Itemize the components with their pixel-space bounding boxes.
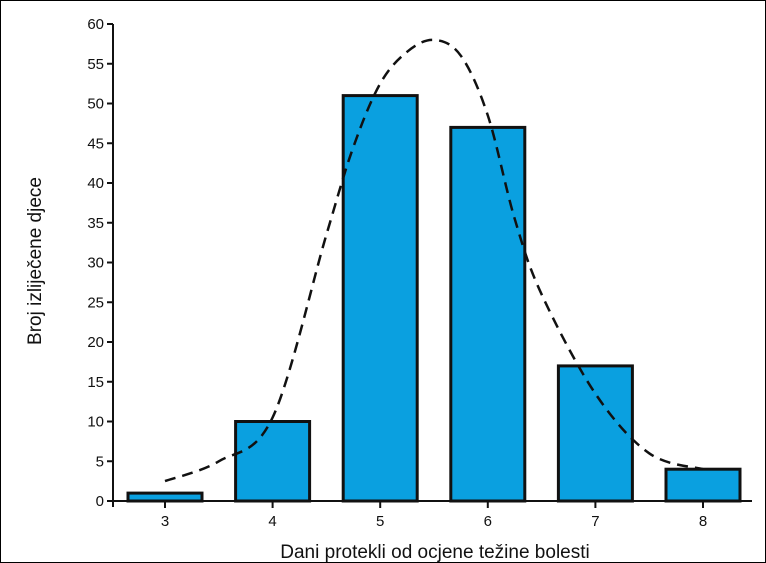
y-tick-label-40: 40	[87, 175, 104, 192]
x-tick-label-7: 7	[591, 513, 599, 530]
x-tick-label-8: 8	[699, 513, 707, 530]
y-tick-label-50: 50	[87, 96, 104, 113]
y-tick-label-15: 15	[87, 374, 104, 391]
y-tick-label-30: 30	[87, 255, 104, 272]
y-tick-label-35: 35	[87, 215, 104, 232]
bar-8	[664, 467, 742, 503]
bar-5	[341, 94, 419, 503]
x-axis-title: Dani protekli od ocjene težine bolesti	[280, 542, 589, 563]
bar-4	[234, 420, 312, 503]
y-tick-label-20: 20	[87, 334, 104, 351]
y-tick-label-25: 25	[87, 294, 104, 311]
y-tick-label-55: 55	[87, 56, 104, 73]
y-axis-title: Broj izliječene djece	[25, 177, 46, 345]
y-tick-label-5: 5	[96, 453, 104, 470]
y-tick-label-45: 45	[87, 135, 104, 152]
y-tick-label-10: 10	[87, 414, 104, 431]
bar-6	[449, 125, 527, 503]
bars-group	[126, 94, 742, 503]
y-tick-label-60: 60	[87, 16, 104, 33]
x-tick-label-5: 5	[376, 513, 384, 530]
y-tick-label-0: 0	[96, 493, 104, 510]
x-tick-label-4: 4	[268, 513, 276, 530]
x-tick-label-6: 6	[484, 513, 492, 530]
bar-7	[556, 364, 634, 503]
x-tick-label-3: 3	[161, 513, 169, 530]
bar-3	[126, 491, 204, 503]
